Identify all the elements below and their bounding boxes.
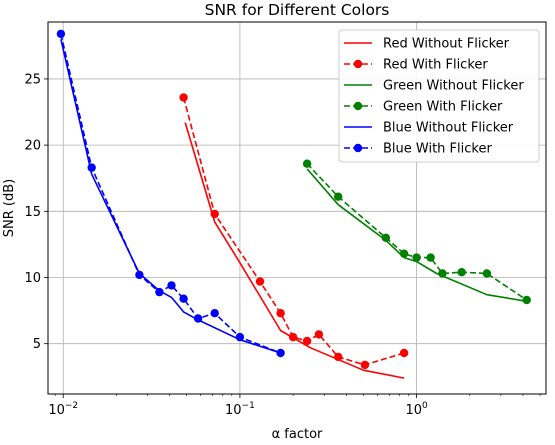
x-tick-exponent: −2 <box>65 401 78 411</box>
series-line <box>306 168 527 303</box>
legend-label: Red Without Flicker <box>383 37 510 52</box>
series-line <box>306 163 528 301</box>
data-point <box>155 287 164 297</box>
legend-entry: Blue With Flicker <box>344 142 492 157</box>
data-point <box>135 270 144 280</box>
data-point <box>302 336 312 346</box>
data-point <box>302 159 312 168</box>
data-point <box>334 192 343 201</box>
data-point <box>426 253 435 262</box>
x-tick-label: 10−1 <box>225 401 255 418</box>
x-axis-label: α factor <box>272 427 323 442</box>
data-point <box>210 309 219 318</box>
legend-entry: Red With Flicker <box>344 58 488 73</box>
legend-label: Blue Without Flicker <box>383 121 514 136</box>
x-tick-base: 10 <box>225 403 242 418</box>
legend-label: Green Without Flicker <box>383 79 524 94</box>
x-tick-label: 10−2 <box>48 401 78 418</box>
data-point <box>179 294 188 303</box>
data-point <box>167 281 176 290</box>
x-tick-label: 100 <box>405 401 428 418</box>
legend-marker <box>353 101 363 111</box>
y-tick-label: 5 <box>33 337 41 352</box>
data-point <box>276 309 285 318</box>
series-line <box>184 122 405 379</box>
y-tick-label: 20 <box>24 139 41 154</box>
data-point <box>381 233 391 242</box>
data-point <box>87 163 96 172</box>
plot-frame <box>47 21 547 395</box>
legend-marker <box>353 143 363 153</box>
data-point <box>482 269 492 278</box>
data-point <box>179 93 188 102</box>
legend-label: Blue With Flicker <box>383 142 492 157</box>
data-point <box>360 360 370 370</box>
data-point <box>276 348 285 358</box>
legend-entry: Red Without Flicker <box>344 37 510 52</box>
x-tick-base: 10 <box>405 403 422 418</box>
data-point <box>193 314 203 323</box>
data-point <box>210 209 219 219</box>
data-point <box>288 332 298 342</box>
series-line <box>60 39 281 354</box>
data-point <box>56 29 66 39</box>
data-point <box>235 332 245 342</box>
series-line <box>182 97 405 366</box>
series-5 <box>56 29 285 358</box>
y-tick-label: 15 <box>24 205 41 220</box>
legend-entry: Green With Flicker <box>344 100 503 115</box>
series-layer <box>56 29 531 379</box>
data-point <box>522 295 531 305</box>
x-tick-base: 10 <box>48 403 65 418</box>
legend-entry: Green Without Flicker <box>344 79 524 94</box>
legend: Red Without Flicker Red With Flicker Green… <box>338 29 540 163</box>
y-tick-label: 10 <box>24 271 41 286</box>
data-point <box>438 269 447 278</box>
x-tick-exponent: 0 <box>422 401 428 411</box>
data-point <box>255 277 265 286</box>
data-point <box>412 253 421 262</box>
x-tick-exponent: −1 <box>242 401 255 411</box>
data-point <box>399 348 409 358</box>
y-axis-label: SNR (dB) <box>2 179 17 237</box>
legend-marker <box>353 59 363 69</box>
series-0 <box>184 122 405 379</box>
y-tick-label: 25 <box>24 72 41 87</box>
legend-box <box>338 29 540 163</box>
data-point <box>334 352 343 362</box>
chart-title: SNR for Different Colors <box>205 1 390 19</box>
legend-entry: Blue Without Flicker <box>344 121 514 136</box>
data-point <box>399 249 409 258</box>
data-point <box>457 268 466 277</box>
legend-label: Red With Flicker <box>383 58 488 73</box>
series-2 <box>306 168 527 303</box>
series-3 <box>302 159 531 305</box>
legend-label: Green With Flicker <box>383 100 503 115</box>
series-4 <box>60 39 281 354</box>
plot-area <box>47 21 547 395</box>
data-point <box>314 330 324 339</box>
series-line <box>60 33 281 354</box>
series-1 <box>179 93 409 370</box>
